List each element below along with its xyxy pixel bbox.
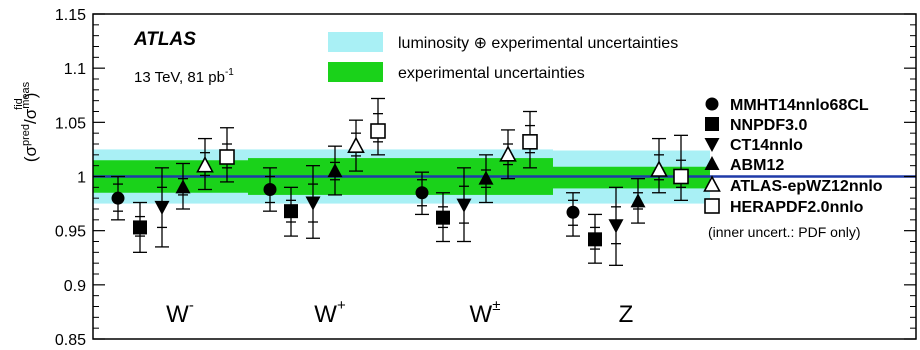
legend-label: ATLAS-epWZ12nnlo [730, 178, 883, 195]
data-point [219, 127, 235, 183]
data-points [111, 97, 689, 266]
data-point [456, 167, 472, 243]
marker-triangle-up-open [196, 155, 214, 173]
data-point [175, 162, 191, 210]
marker-triangle-up-open [650, 160, 668, 177]
data-point [522, 110, 538, 169]
marker-triangle-up-open [347, 136, 365, 153]
marker-triangle-up-open [499, 145, 517, 162]
marker-square [436, 210, 450, 225]
marker-triangle-down [305, 196, 321, 211]
data-point [630, 178, 646, 224]
data-point [305, 165, 321, 239]
category-label: Z [619, 301, 634, 328]
y-tick-label: 1.1 [64, 61, 86, 78]
legend-marker-circle [705, 97, 719, 111]
data-point [566, 192, 580, 237]
legend-marker-square [705, 117, 719, 131]
legend-label: HERAPDF2.0nnlo [730, 199, 864, 216]
legend-marker-triangle-down [704, 138, 720, 152]
marker-square-open [219, 149, 235, 165]
y-tick-label: 0.9 [64, 278, 86, 295]
marker-triangle-up [327, 163, 343, 178]
y-axis-label: (σpred/σmeasfid) [13, 81, 40, 162]
data-point [154, 167, 170, 248]
category-label: W± [470, 297, 501, 328]
data-point [263, 167, 277, 212]
marker-circle [111, 191, 125, 205]
y-tick-label: 0.95 [55, 224, 86, 241]
marker-circle [415, 186, 429, 200]
data-point [327, 145, 343, 196]
legend-label: ABM12 [730, 157, 784, 174]
data-point [284, 186, 298, 237]
band-legend-swatch [328, 62, 383, 82]
data-point [436, 192, 450, 243]
y-tick-label: 1 [77, 170, 86, 187]
legend-label: MMHT14nnlo68CL [730, 97, 869, 114]
data-point [608, 186, 624, 266]
marker-square [133, 220, 147, 235]
data-point [650, 137, 668, 194]
legend-label: CT14nnlo [730, 137, 803, 154]
category-labels: W- W+ W± Z [166, 297, 633, 328]
marker-square [588, 232, 602, 247]
marker-circle [263, 183, 277, 196]
band-legend-label: experimental uncertainties [398, 65, 585, 82]
data-point [478, 154, 494, 204]
data-point [370, 97, 386, 156]
y-axis: 0.85 0.9 0.95 1 1.05 1.1 1.15 [55, 7, 916, 349]
data-point [415, 171, 429, 216]
marker-square-open [522, 134, 538, 150]
marker-triangle-up [630, 193, 646, 208]
data-point [588, 213, 602, 264]
data-point [347, 119, 365, 172]
marker-square [284, 204, 298, 219]
marker-triangle-down [154, 200, 170, 215]
legend-marker-triangle-up-open [703, 175, 721, 192]
data-point [499, 129, 517, 180]
y-tick-label: 0.85 [55, 332, 86, 349]
marker-triangle-up [175, 179, 191, 194]
marker-triangle-up [478, 170, 494, 185]
data-point [196, 137, 214, 191]
marker-triangle-down [608, 219, 624, 234]
experiment-label: ATLAS [133, 29, 196, 50]
y-tick-label: 1.15 [55, 7, 86, 24]
data-point [133, 201, 147, 253]
legend-marker-square-open [704, 198, 720, 214]
legend-label: NNPDF3.0 [730, 117, 807, 134]
data-point [673, 134, 689, 201]
marker-square-open [673, 168, 689, 185]
band-legend: luminosity ⊕ experimental uncertainties e… [328, 32, 678, 82]
y-tick-label: 1.05 [55, 115, 86, 132]
category-label: W- [166, 297, 194, 328]
data-point [111, 175, 125, 221]
marker-triangle-down [456, 198, 472, 213]
marker-legend: MMHT14nnlo68CL NNPDF3.0 CT14nnlo ABM12 ATLAS… [703, 97, 883, 216]
inner-uncertainty-note: (inner uncert.: PDF only) [708, 224, 861, 240]
band-legend-label: luminosity ⊕ experimental uncertainties [398, 35, 678, 52]
band-legend-swatch [328, 32, 383, 52]
legend-marker-triangle-up [704, 156, 720, 170]
energy-lumi-label: 13 TeV, 81 pb-1 [134, 67, 234, 86]
category-label: W+ [314, 297, 346, 328]
marker-circle [566, 205, 580, 219]
marker-square-open [370, 123, 386, 139]
